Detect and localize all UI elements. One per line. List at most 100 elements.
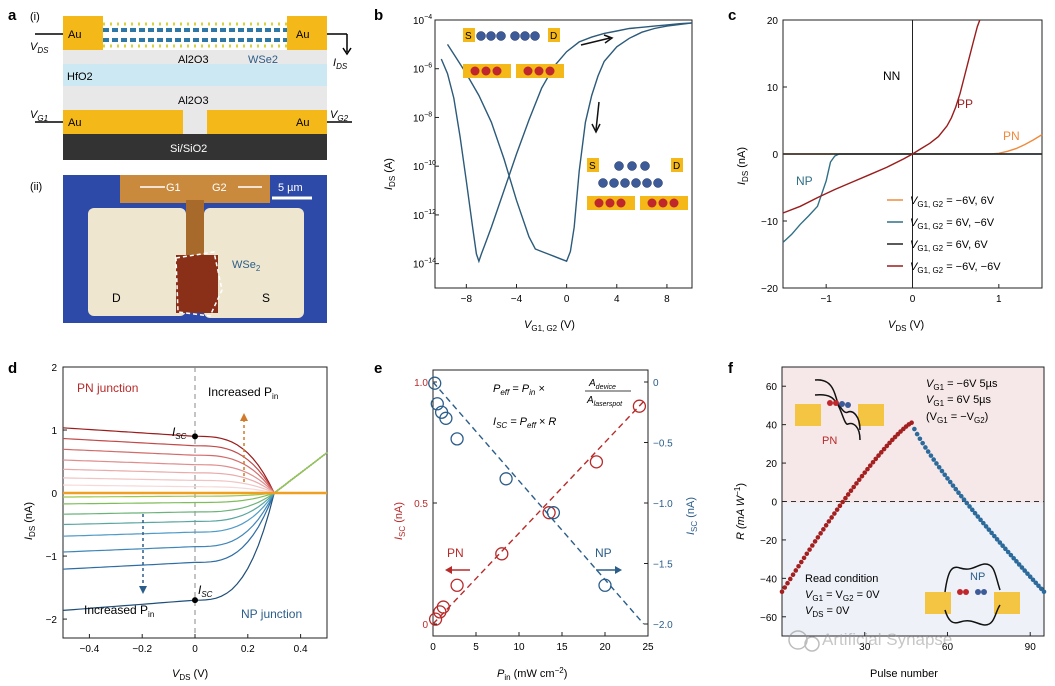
np-pulse-point: [936, 464, 942, 470]
pn-pulse-point: [848, 488, 854, 494]
x-tick-label: 30: [859, 642, 871, 653]
np-pulse-point: [928, 453, 934, 458]
increased-pin-top: Increased Pin: [208, 385, 278, 401]
x-tick-label: 0: [910, 294, 916, 305]
al2o3-mid-layer: [63, 86, 327, 110]
pn-pulse-point: [785, 580, 790, 586]
np-iv-curve: [63, 452, 328, 498]
x-tick-label: −8: [461, 294, 473, 305]
al2o3-label: Al2O3: [178, 95, 209, 107]
np-pulse-point: [983, 524, 989, 529]
right-y-tick-label: −0.5: [653, 439, 673, 450]
np-pulse-point: [1036, 583, 1041, 589]
data-point: [430, 397, 444, 411]
x-tick-label: 0.2: [241, 644, 255, 655]
np-pulse-point: [939, 468, 945, 474]
pn-pulse-point: [834, 507, 840, 512]
x-tick-label: 0: [192, 644, 198, 655]
watermark: Artificial Synapse: [788, 630, 952, 652]
x-axis-label: VDS (V): [172, 668, 208, 682]
plot-frame: [432, 369, 649, 637]
legend-label: VG1, G2 = 6V, 6V: [910, 239, 988, 253]
pn-pulse-point: [799, 559, 804, 565]
source-label: S: [465, 31, 472, 42]
substrate-label: Si/SiO2: [170, 143, 207, 155]
y-axis-label: R (mA W−1): [733, 483, 747, 540]
sweep-arrow-down: [595, 101, 600, 131]
pn-pulse-point: [812, 539, 818, 544]
np-pulse-point: [981, 520, 986, 526]
y-tick-label: 10−10: [413, 160, 436, 173]
g1-label: G1: [166, 182, 181, 194]
left-y-tick-label: 1.0: [414, 378, 428, 389]
device-schematic: Au Au Al2O3 WSe2 HfO2 Al2O3 Au Au Si/SiO…: [30, 16, 352, 160]
right-y-tick-label: −1.5: [653, 560, 673, 571]
pn-pulse-point: [859, 473, 865, 479]
panel-f: f 30 60 90 −60 −40 −20 0 20 40 60 PN NP VG1 = −6V…: [728, 360, 1047, 680]
pn-pulse-point: [837, 503, 843, 509]
y-tick-label: 0: [51, 489, 57, 500]
data-point: [598, 578, 612, 592]
pn-pulse-point: [851, 484, 857, 490]
isc-label-bottom: ISC: [198, 583, 213, 599]
pn-pulse-point: [867, 463, 873, 468]
responsivity-points: [779, 420, 1047, 595]
data-point: [428, 612, 443, 626]
np-pulse-point: [969, 507, 975, 513]
x-tick-label: 8: [664, 294, 670, 305]
np-pulse-point: [1030, 577, 1036, 583]
right-y-tick-label: 0: [653, 378, 659, 389]
drain-label: D: [550, 31, 557, 42]
pn-pulse-point: [840, 499, 845, 505]
x-axis-label: Pin (mW cm−2): [497, 666, 567, 682]
np-pulse-point: [914, 431, 920, 437]
y-tick-label: 10−6: [413, 63, 432, 76]
isc-vs-pin-data: [428, 376, 647, 626]
pn-pulse-point: [810, 543, 815, 548]
pn-pulse-point: [823, 523, 829, 528]
y-tick-label: −60: [760, 613, 777, 624]
x-tick-label: 0: [564, 294, 570, 305]
peff-equation: Peff = Pin ×: [493, 383, 545, 397]
read-condition-title: Read condition: [805, 573, 878, 585]
au-top-right: [287, 16, 327, 50]
scale-bar-label: 5 µm: [278, 182, 303, 194]
legend-label: VG1, G2 = −6V, −6V: [910, 261, 1001, 275]
output-curves: [782, 19, 1043, 243]
np-series-label: NP: [595, 546, 612, 560]
np-pulse-point: [1005, 549, 1011, 555]
np-pulse-point: [912, 426, 917, 432]
pn-pulse-point: [887, 440, 892, 446]
pn-pulse-point: [796, 563, 801, 569]
np-pulse-point: [972, 510, 978, 516]
pn-pulse-point: [843, 495, 848, 501]
np-inset-label: NP: [970, 571, 985, 583]
left-y-tick-label: 0: [422, 620, 428, 631]
panel-a: a (i) Au Au Al2O3 WSe2 HfO2 Al2O3: [8, 7, 352, 323]
x-tick-label: −0.2: [132, 644, 152, 655]
y-tick-label: 10−4: [413, 14, 432, 27]
pn-pulse-point: [881, 446, 887, 452]
isc-point: [192, 597, 198, 604]
isc-equation: ISC = Peff × R: [493, 416, 556, 430]
left-y-axis-label: ISC (nA): [393, 502, 407, 540]
pn-pulse-point: [779, 589, 785, 595]
y-tick-label: −20: [760, 536, 777, 547]
x-axis-label: VG1, G2 (V): [524, 319, 575, 333]
x-tick-label: 0.4: [294, 644, 308, 655]
y-tick-label: −1: [46, 552, 58, 563]
isc-point: [192, 433, 198, 440]
area-numerator: Adevice: [588, 378, 616, 391]
g2-label: G2: [212, 182, 227, 194]
y-tick-label: 1: [51, 426, 57, 437]
vg1-terminal: VG1: [30, 109, 48, 123]
panel-letter-b: b: [374, 7, 383, 24]
pn-pulse-point: [845, 492, 851, 497]
pn-pulse-point: [826, 519, 832, 524]
al2o3-top-layer: [63, 50, 327, 64]
vds-terminal: VDS: [30, 41, 49, 55]
x-tick-label: 5: [473, 642, 479, 653]
y-tick-label: 10−14: [413, 258, 436, 271]
x-tick-label: −0.4: [80, 644, 100, 655]
